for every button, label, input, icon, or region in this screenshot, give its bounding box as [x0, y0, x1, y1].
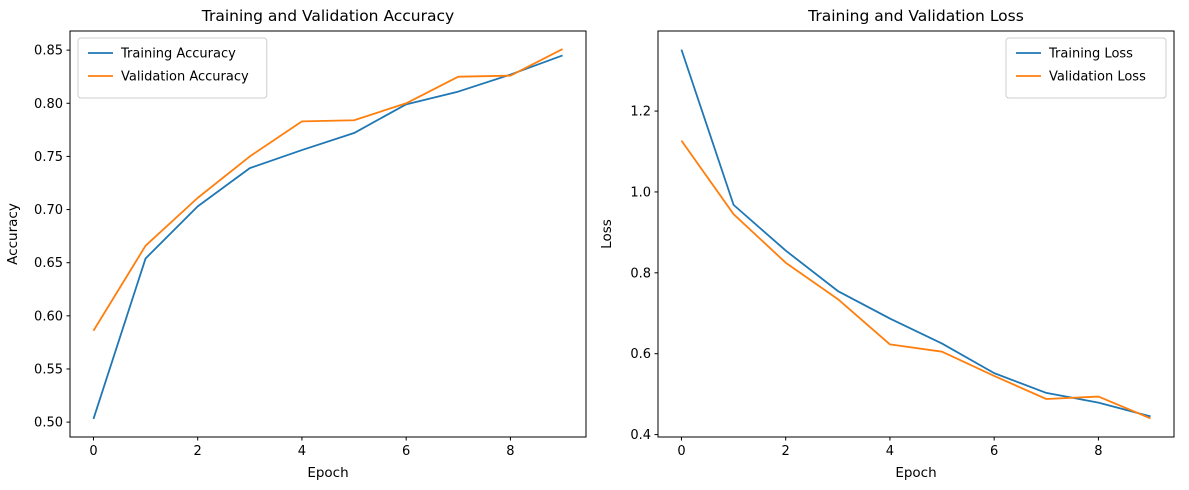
x-tick-label: 4: [298, 444, 306, 459]
training-loss-line: [680, 49, 1151, 418]
x-tick-label: 0: [89, 444, 97, 459]
y-tick-label: 0.65: [34, 256, 63, 271]
x-tick-label: 6: [402, 444, 410, 459]
x-tick-label: 8: [506, 444, 514, 459]
y-axis-label: Loss: [599, 219, 615, 249]
legend-label: Training Accuracy: [120, 47, 236, 62]
y-tick-label: 1.0: [630, 185, 651, 200]
legend-item-validation-accuracy: Validation Accuracy: [88, 70, 249, 85]
loss-chart-svg: 0.4 0.6 0.8 1.0 1.2 0 2 4 6 8 Training and Validat…: [599, 7, 1175, 481]
y-tick-label: 0.60: [34, 309, 63, 324]
plot-area: [69, 30, 587, 438]
x-tick-label: 6: [990, 444, 998, 459]
legend-label: Validation Loss: [1049, 70, 1146, 85]
y-tick-label: 0.70: [34, 203, 63, 218]
y-tick-label: 0.55: [34, 362, 63, 377]
y-axis-label: Accuracy: [5, 203, 21, 265]
y-tick-label: 0.50: [34, 416, 63, 431]
legend-box: [77, 37, 268, 99]
validation-loss-line: [680, 140, 1151, 420]
x-tick-label: 2: [782, 444, 790, 459]
plot-area: [657, 30, 1175, 438]
x-tick-label: 4: [886, 444, 894, 459]
legend: Training Loss Validation Loss: [1005, 37, 1167, 99]
y-tick-label: 0.80: [34, 97, 63, 112]
legend-box: [1005, 37, 1167, 99]
y-tick-label: 1.2: [630, 105, 651, 120]
y-tick-label: 0.4: [630, 428, 651, 443]
x-tick-label: 8: [1094, 444, 1102, 459]
legend-label: Training Loss: [1048, 47, 1133, 62]
legend-item-training-accuracy: Training Accuracy: [88, 47, 236, 62]
legend-item-validation-loss: Validation Loss: [1016, 70, 1146, 85]
legend-item-training-loss: Training Loss: [1016, 47, 1133, 62]
y-tick-label: 0.6: [630, 347, 651, 362]
x-tick-label: 0: [677, 444, 685, 459]
y-tick-label: 0.8: [630, 266, 651, 281]
training-accuracy-line: [92, 54, 563, 420]
legend-label: Validation Accuracy: [121, 70, 249, 85]
y-tick-label: 0.75: [34, 150, 63, 165]
accuracy-chart-svg: 0.50 0.55 0.60 0.65 0.70 0.75 0.80 0.85 0 2 4 6 8 Tra…: [5, 7, 587, 481]
chart-title: Training and Validation Accuracy: [201, 7, 454, 25]
x-axis-label: Epoch: [307, 465, 348, 481]
accuracy-chart: 0.50 0.55 0.60 0.65 0.70 0.75 0.80 0.85 0 2 4 6 8 Tra…: [0, 0, 594, 490]
x-tick-label: 2: [194, 444, 202, 459]
x-axis-label: Epoch: [895, 465, 936, 481]
y-tick-label: 0.85: [34, 44, 63, 59]
legend: Training Accuracy Validation Accuracy: [77, 37, 268, 99]
validation-accuracy-line: [92, 48, 563, 332]
chart-title: Training and Validation Loss: [807, 7, 1024, 25]
loss-chart: 0.4 0.6 0.8 1.0 1.2 0 2 4 6 8 Training and Validat…: [594, 0, 1188, 490]
